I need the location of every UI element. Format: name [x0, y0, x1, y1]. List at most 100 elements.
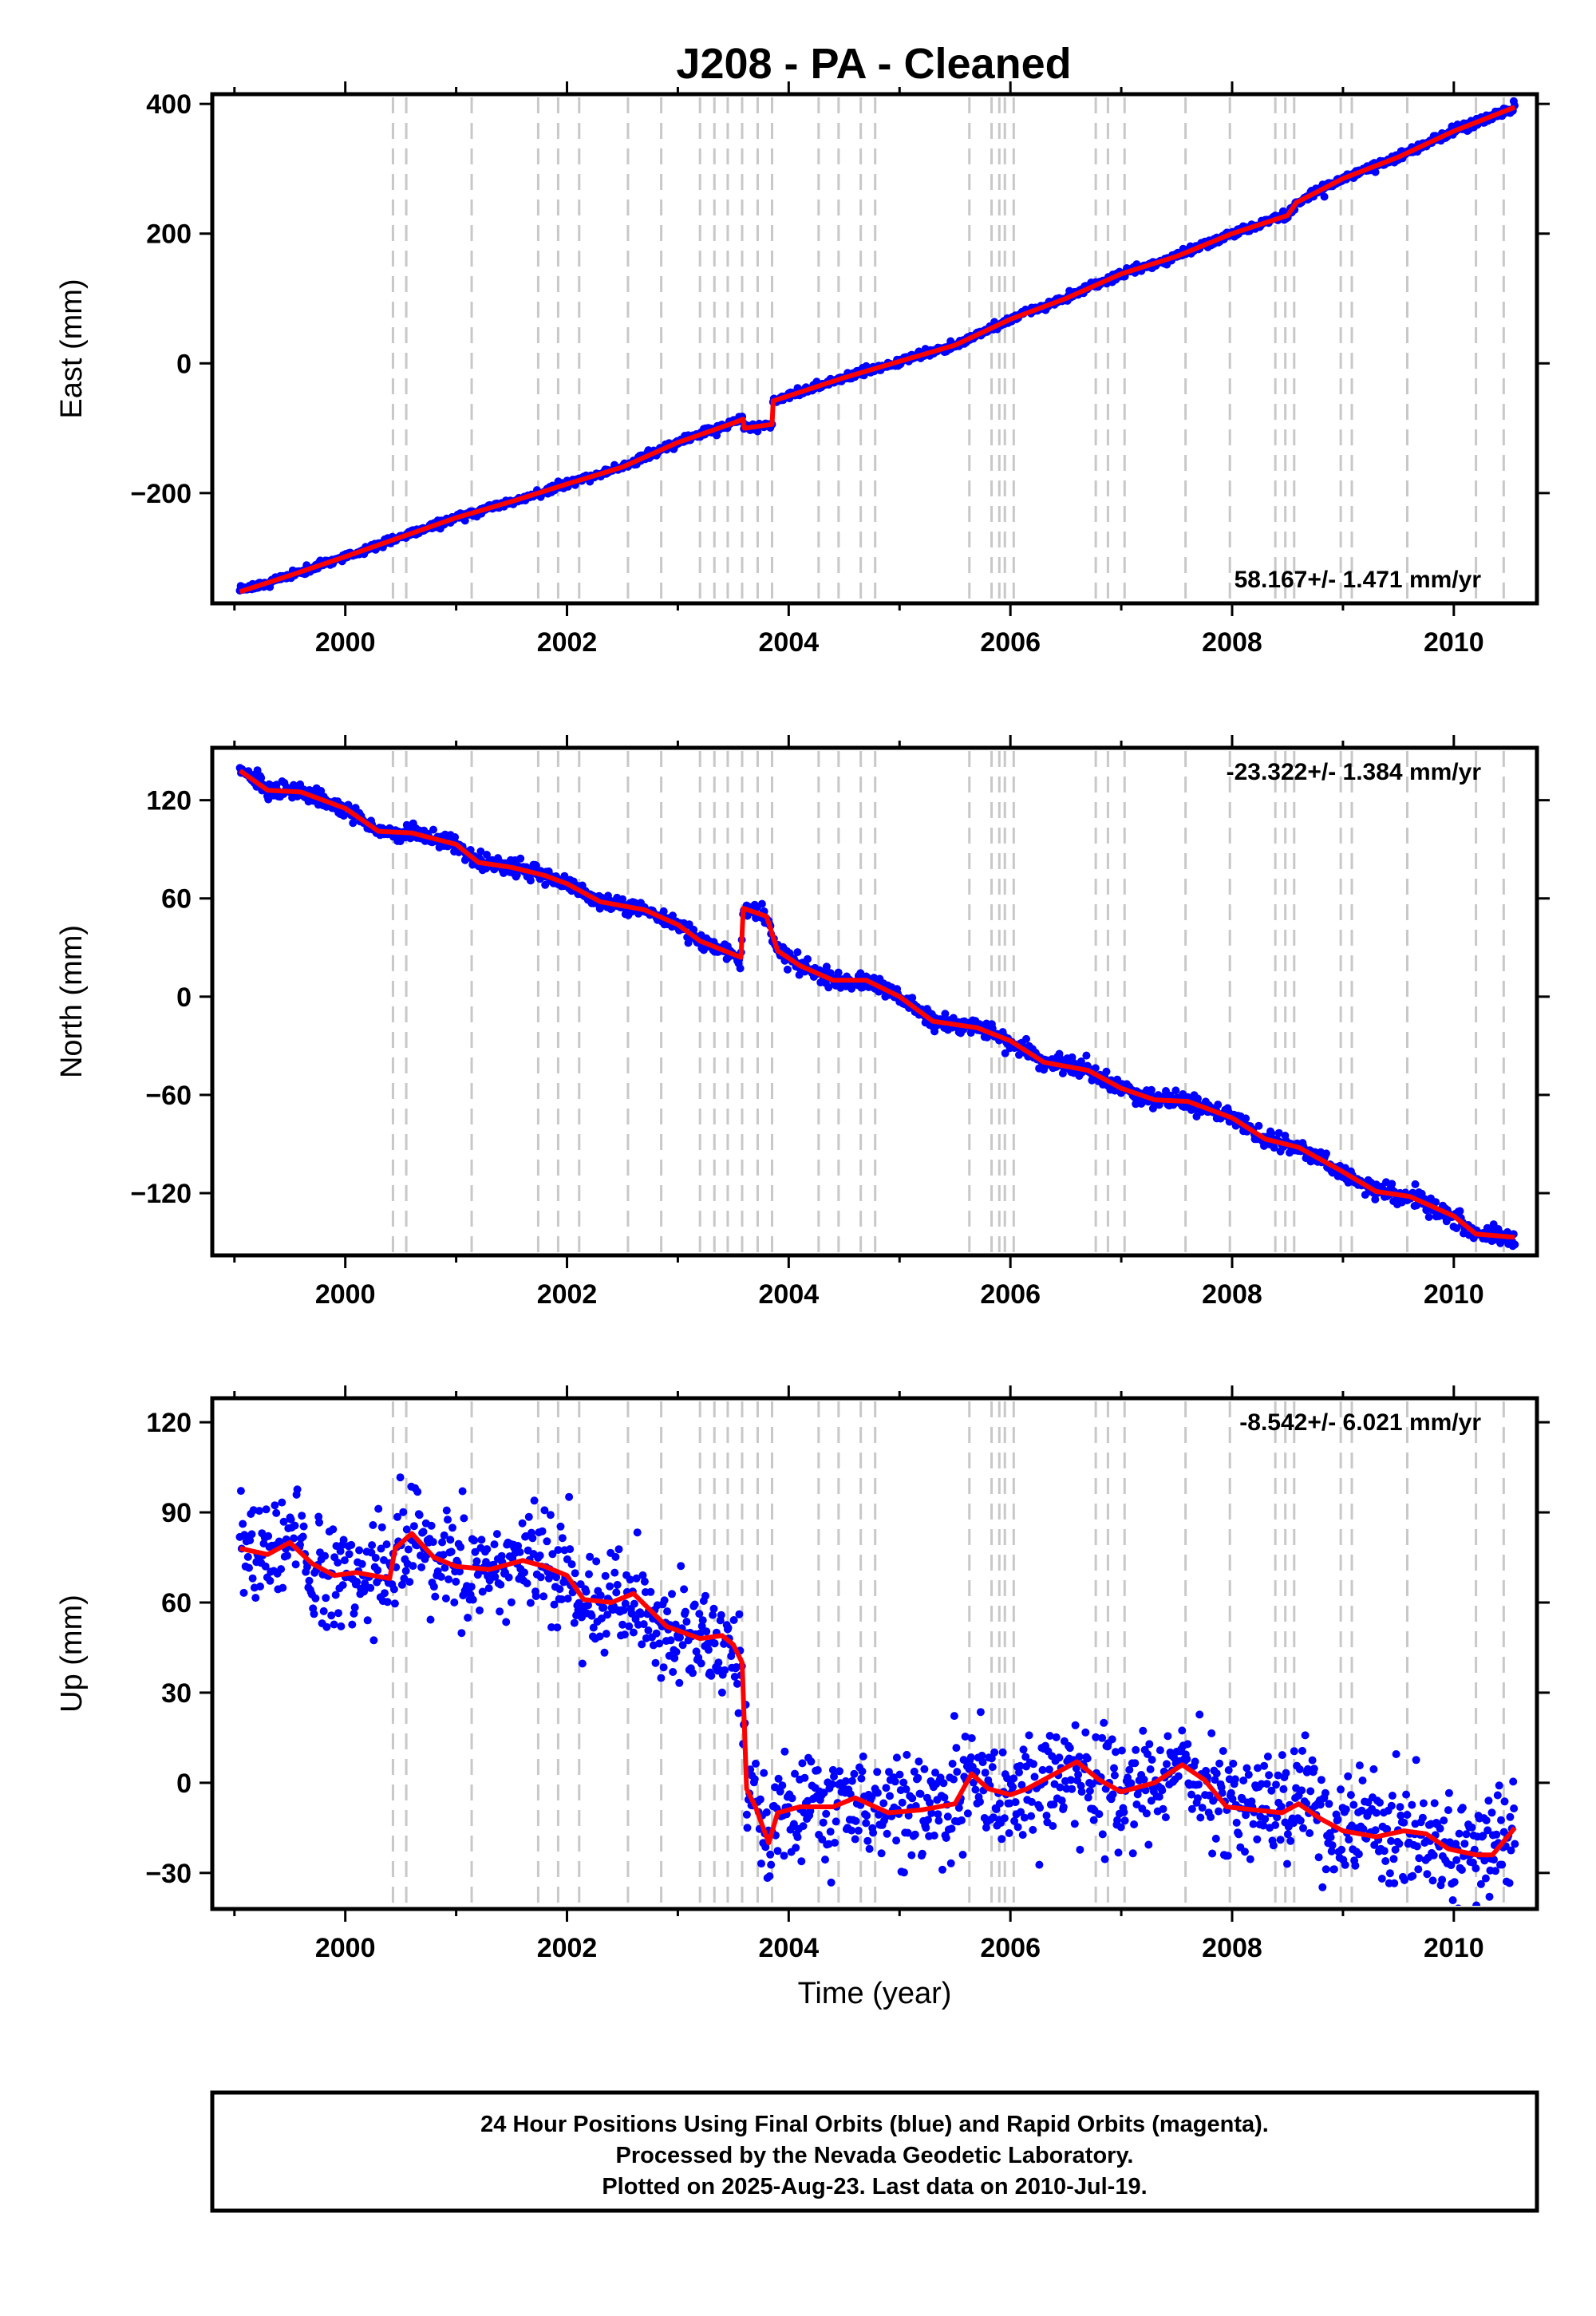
data-point	[492, 1530, 501, 1539]
data-point	[610, 1568, 619, 1577]
data-point	[1112, 1748, 1120, 1757]
data-point	[1345, 1836, 1353, 1844]
data-point	[255, 1507, 263, 1516]
data-point	[865, 1844, 874, 1853]
data-point	[930, 1832, 938, 1840]
data-point	[456, 1543, 465, 1551]
data-point	[334, 1609, 342, 1618]
data-point	[780, 1747, 789, 1756]
data-point	[828, 1780, 836, 1788]
data-point	[1139, 1726, 1148, 1735]
footer-frame	[210, 2090, 1539, 2213]
data-point	[910, 1767, 918, 1776]
data-point	[1029, 1825, 1037, 1834]
data-point	[571, 1569, 579, 1578]
data-point	[1482, 1816, 1491, 1824]
data-point	[851, 1816, 860, 1825]
data-point	[730, 1673, 739, 1681]
data-point	[859, 1752, 867, 1761]
data-point	[1390, 1879, 1399, 1887]
data-point	[692, 1647, 701, 1656]
data-point	[353, 1578, 361, 1586]
data-point	[315, 1518, 323, 1527]
data-point	[1159, 1804, 1167, 1813]
data-point	[743, 1824, 752, 1832]
data-point	[1387, 1836, 1396, 1845]
data-point	[471, 1547, 480, 1556]
velocity-annotation: 58.167+/- 1.471 mm/yr	[1235, 567, 1482, 593]
data-point	[998, 1748, 1007, 1757]
data-point	[1088, 1780, 1096, 1788]
data-point	[807, 1757, 816, 1766]
data-point	[1282, 1769, 1290, 1777]
data-point	[585, 1570, 593, 1579]
data-point	[908, 994, 917, 1002]
data-point	[1070, 1820, 1079, 1828]
data-point	[1283, 1830, 1292, 1839]
data-point	[934, 1810, 942, 1819]
data-point	[589, 1623, 598, 1632]
data-point	[1298, 1746, 1306, 1755]
data-point	[319, 1607, 328, 1615]
data-point	[1388, 1792, 1396, 1800]
data-point	[1371, 1195, 1380, 1203]
data-point	[1113, 1816, 1122, 1824]
data-point	[524, 1512, 533, 1521]
data-point	[1125, 1765, 1134, 1774]
data-point	[626, 1575, 634, 1584]
data-point	[1027, 1812, 1036, 1820]
data-point	[818, 1835, 827, 1844]
data-point	[1376, 1798, 1384, 1807]
data-point	[898, 1798, 907, 1807]
data-point	[657, 1674, 666, 1682]
data-point	[638, 1571, 647, 1579]
data-point	[1077, 1057, 1085, 1065]
data-point	[1140, 1775, 1148, 1784]
data-point	[556, 1522, 565, 1531]
data-point	[771, 1783, 780, 1792]
data-point	[627, 1609, 636, 1618]
data-point	[766, 1850, 775, 1859]
data-point	[601, 1571, 610, 1580]
data-point	[704, 1646, 713, 1654]
data-point	[1174, 1772, 1183, 1780]
data-point	[1273, 1813, 1282, 1822]
data-point	[967, 1734, 976, 1742]
data-point	[1402, 1790, 1411, 1799]
model-fit-line	[239, 1531, 1517, 1858]
data-point	[707, 1671, 716, 1680]
data-point	[464, 1614, 472, 1622]
data-point	[922, 1824, 930, 1832]
data-point	[640, 1577, 649, 1586]
data-point	[714, 1658, 723, 1667]
data-point	[596, 1591, 605, 1600]
data-point	[1214, 1101, 1223, 1109]
data-point	[1035, 1860, 1044, 1869]
data-point	[1381, 1857, 1390, 1865]
data-point	[1257, 1780, 1266, 1788]
data-point	[614, 1545, 623, 1554]
data-point	[792, 1844, 800, 1852]
y-tick-label: −60	[145, 1081, 192, 1111]
data-point	[478, 1587, 487, 1596]
data-point	[1279, 1784, 1288, 1793]
data-point	[1497, 1816, 1505, 1824]
y-axis-label: North (mm)	[55, 925, 89, 1078]
data-point	[1430, 1799, 1439, 1808]
data-point	[1470, 1845, 1479, 1854]
data-point	[554, 1546, 563, 1555]
position-points	[235, 1473, 1519, 1906]
data-point	[1066, 1776, 1075, 1784]
data-point	[655, 1639, 664, 1648]
data-point	[717, 1611, 725, 1619]
data-point	[261, 1562, 270, 1571]
data-point	[1239, 1777, 1248, 1784]
data-point	[397, 1580, 406, 1589]
data-point	[1500, 1797, 1509, 1806]
data-point	[663, 1607, 672, 1616]
data-point	[697, 1659, 705, 1668]
data-point	[1071, 1721, 1080, 1729]
data-point	[773, 1847, 782, 1856]
data-point	[992, 1805, 1001, 1814]
data-point	[978, 1751, 986, 1760]
